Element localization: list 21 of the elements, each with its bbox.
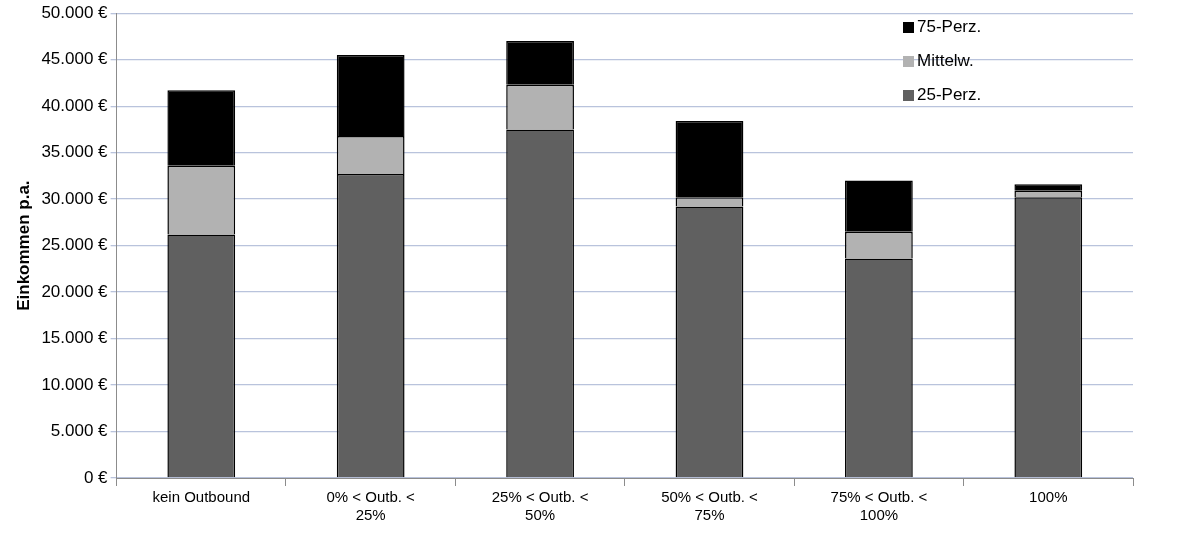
y-tick-label: 35.000 € bbox=[41, 142, 109, 162]
legend-label: 25-Perz. bbox=[917, 85, 982, 106]
y-tick-label: 15.000 € bbox=[41, 328, 109, 348]
y-tick-label: 45.000 € bbox=[41, 49, 109, 69]
y-tick-label: 20.000 € bbox=[41, 281, 109, 301]
y-tick-label: 10.000 € bbox=[41, 374, 109, 394]
x-tick-label: 25% < Outb. < 50% bbox=[491, 488, 589, 524]
legend-label: 75-Perz. bbox=[917, 17, 982, 38]
y-tick-label: 0 € bbox=[83, 467, 109, 487]
x-tick-label: 75% < Outb. < 100% bbox=[830, 488, 928, 524]
x-tick-label: 100% bbox=[1029, 488, 1068, 506]
y-tick-label: 40.000 € bbox=[41, 95, 109, 115]
legend-label: Mittelw. bbox=[917, 51, 974, 72]
x-tick-label: kein Outbound bbox=[152, 488, 251, 506]
y-tick-label: 5.000 € bbox=[50, 421, 109, 441]
x-tick-label: 0% < Outb. < 25% bbox=[326, 488, 416, 524]
x-tick-label: 50% < Outb. < 75% bbox=[661, 488, 759, 524]
y-tick-label: 50.000 € bbox=[41, 2, 109, 22]
y-axis-title: Einkommen p.a. bbox=[13, 180, 33, 311]
y-tick-label: 25.000 € bbox=[41, 235, 109, 255]
y-tick-label: 30.000 € bbox=[41, 188, 109, 208]
